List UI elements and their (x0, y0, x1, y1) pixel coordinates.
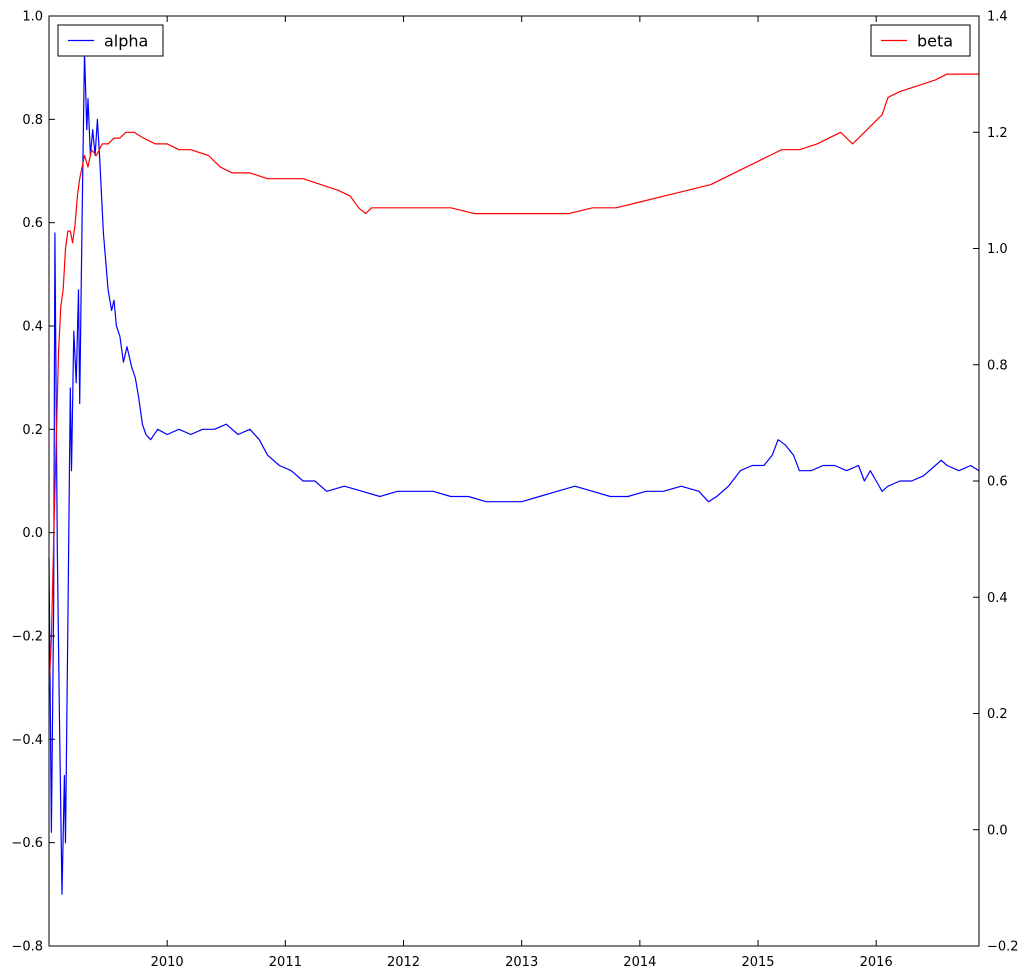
beta-series-line (48, 73, 979, 691)
x-tick-label: 2010 (151, 955, 184, 970)
legend-layer: alpha beta (57, 24, 971, 57)
y-right-tick-label: 1.4 (987, 10, 1008, 25)
y-right-tick-label: −0.2 (987, 940, 1019, 955)
series-layer (48, 51, 980, 895)
y-right-tick-label: 0.8 (987, 358, 1008, 373)
legend-beta-label: beta (917, 32, 953, 51)
y-left-tick-label: 0.0 (22, 526, 43, 541)
y-left-tick-label: −0.8 (11, 940, 43, 955)
legend-box (57, 24, 164, 57)
y-left-tick-label: 0.2 (22, 423, 43, 438)
y-left-tick-label: 0.8 (22, 113, 43, 128)
axes-layer: 2010 2011 2012 2013 2014 2015 2016 −0.8 −0.6 −0.4… (11, 10, 1018, 971)
x-tick-label: 2015 (741, 955, 774, 970)
legend-alpha-label: alpha (104, 32, 148, 51)
y-left-tick-label: −0.2 (11, 630, 43, 645)
x-tick-label: 2012 (387, 955, 420, 970)
y-right-tick-label: 0.4 (987, 591, 1008, 606)
y-left-tick-label: 0.4 (22, 320, 43, 335)
legend-alpha: alpha (57, 24, 164, 57)
y-left-tick-label: 0.6 (22, 216, 43, 231)
y-right-tick-label: 0.6 (987, 475, 1008, 490)
y-right-tick-label: 0.2 (987, 707, 1008, 722)
y-right-tick-label: 1.0 (987, 242, 1008, 257)
y-right-tick-label: 0.0 (987, 823, 1008, 838)
y-left-tick-label: 1.0 (22, 10, 43, 25)
x-tick-label: 2014 (623, 955, 656, 970)
y-left-tick-label: −0.4 (11, 733, 43, 748)
x-tick-label: 2013 (505, 955, 538, 970)
y-right-tick-label: 1.2 (987, 126, 1008, 141)
alpha-series-line (48, 51, 980, 895)
x-tick-label: 2011 (269, 955, 302, 970)
legend-beta: beta (870, 24, 971, 57)
y-left-tick-label: −0.6 (11, 836, 43, 851)
x-tick-label: 2016 (860, 955, 893, 970)
